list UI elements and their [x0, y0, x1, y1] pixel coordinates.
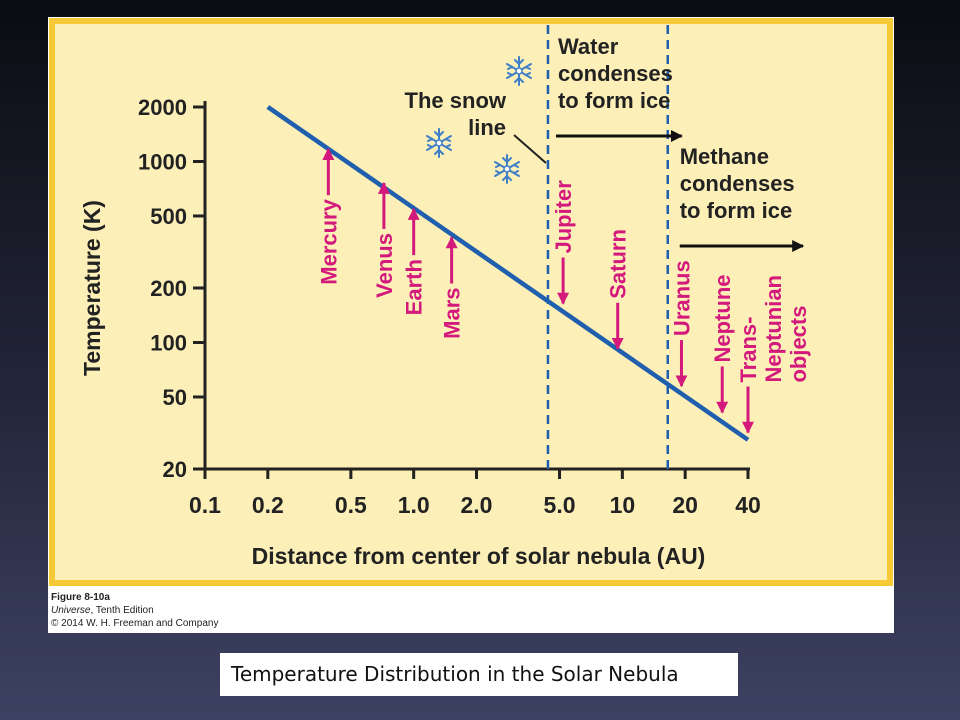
x-tick-label: 5.0 — [544, 492, 576, 518]
book-title: Universe — [51, 605, 91, 616]
chart-series — [266, 105, 750, 442]
x-tick-label: 40 — [735, 492, 761, 518]
temperature-chart: 0.1 0.2 0.5 1.0 2.0 5.0 10 20 40 2000 1000 500 200 10… — [49, 18, 893, 586]
x-tick-label: 20 — [672, 492, 698, 518]
copyright: © 2014 W. H. Freeman and Company — [51, 618, 219, 629]
planet-marker-neptune: Neptune — [710, 275, 735, 414]
x-tick-label: 0.2 — [252, 492, 284, 518]
chart-annotations: The snow line Water condenses to form iceMet… — [405, 25, 805, 469]
y-tick-label: 100 — [150, 330, 187, 355]
x-tick-label: 0.5 — [335, 492, 367, 518]
planet-marker-uranus: Uranus — [669, 260, 694, 388]
y-tick-label: 200 — [150, 276, 187, 301]
x-tick-label: 10 — [610, 492, 636, 518]
x-tick-label: 1.0 — [398, 492, 430, 518]
water-condenses-label: Water condenses to form ice — [558, 34, 673, 113]
planet-label: Trans-Neptunianobjects — [736, 275, 811, 383]
planet-marker-saturn: Saturn — [606, 229, 631, 350]
book-edition: , Tenth Edition — [90, 605, 154, 616]
y-tick-label: 1000 — [138, 149, 187, 174]
planet-label: Uranus — [669, 260, 694, 336]
y-tick-label: 500 — [150, 204, 187, 229]
planet-label: Venus — [372, 233, 397, 298]
chart-panel-background — [49, 18, 893, 586]
book-credit: Universe, Tenth Edition — [51, 605, 154, 617]
planet-markers: Mercury Venus Earth Mars Jupiter Saturn Uranus… — [316, 147, 811, 434]
y-tick-label: 20 — [163, 457, 187, 482]
planet-marker-jupiter: Jupiter — [551, 180, 576, 305]
planet-label: Saturn — [606, 229, 631, 299]
figure-panel: 0.1 0.2 0.5 1.0 2.0 5.0 10 20 40 2000 1000 500 200 10… — [48, 17, 894, 633]
y-tick-label: 2000 — [138, 95, 187, 120]
temperature-line — [266, 105, 750, 442]
planet-marker-mars: Mars — [440, 236, 465, 339]
methane-condenses-label: Methane condenses to form ice — [680, 144, 795, 223]
x-tick-label: 2.0 — [461, 492, 493, 518]
snow-line-leader — [513, 134, 547, 164]
slide-caption: Temperature Distribution in the Solar Ne… — [220, 653, 738, 696]
y-axis-label: Temperature (K) — [79, 200, 105, 376]
planet-label: Mars — [440, 288, 465, 339]
planet-label: Mercury — [316, 198, 341, 284]
planet-marker-earth: Earth — [402, 207, 427, 315]
chart-axes: 0.1 0.2 0.5 1.0 2.0 5.0 10 20 40 2000 1000 500 200 10… — [79, 95, 761, 569]
planet-label: Earth — [402, 259, 427, 315]
planet-marker-trans: Trans-Neptunianobjects — [736, 275, 811, 434]
planet-marker-venus: Venus — [372, 181, 397, 298]
x-axis-label: Distance from center of solar nebula (AU… — [252, 543, 706, 569]
planet-label: Neptune — [710, 275, 735, 363]
snow-line-label: The snow line — [405, 88, 507, 140]
y-tick-label: 50 — [163, 385, 187, 410]
figure-label: Figure 8-10a — [51, 592, 110, 603]
planet-label: Jupiter — [551, 180, 576, 254]
x-tick-label: 0.1 — [189, 492, 221, 518]
planet-marker-mercury: Mercury — [316, 147, 341, 285]
